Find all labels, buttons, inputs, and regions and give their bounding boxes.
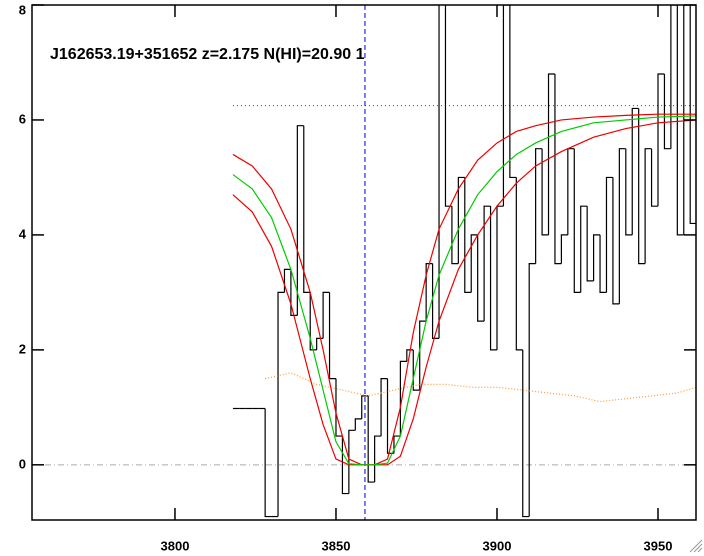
y-tick-label: 2 — [19, 341, 26, 356]
flux-step — [676, 5, 684, 236]
flux-step — [554, 73, 562, 265]
flux-step — [535, 148, 543, 264]
flux-step — [380, 378, 388, 437]
flux-step — [470, 234, 478, 293]
flux-step — [451, 206, 459, 265]
chart-title: J162653.19+351652 z=2.175 N(HI)=20.90 1 — [50, 46, 365, 63]
flux-step — [444, 5, 452, 207]
flux-step — [522, 349, 530, 518]
flux-step — [580, 205, 588, 293]
flux-step — [528, 263, 536, 517]
flux-step — [670, 5, 678, 149]
flux-step — [406, 349, 414, 362]
flux-step — [335, 378, 343, 437]
plot-area — [32, 5, 703, 520]
x-tick-label: 3950 — [644, 538, 673, 553]
flux-step — [650, 148, 659, 207]
flux-step — [419, 320, 427, 391]
flux-step — [573, 148, 581, 293]
y-tick-label: 8 — [19, 2, 26, 17]
flux-step — [560, 234, 568, 264]
axes-frame — [31, 4, 697, 521]
flux-step — [483, 205, 491, 322]
flux-step — [412, 349, 420, 391]
flux-step — [663, 73, 671, 150]
resize-grip — [689, 539, 703, 553]
flux-step — [683, 5, 691, 235]
y-tick-label: 4 — [19, 226, 27, 241]
flux-step — [438, 5, 440, 339]
y-tick-label: 0 — [19, 456, 26, 471]
x-tick-label: 3800 — [161, 538, 190, 553]
flux-step — [502, 5, 510, 207]
flux-step — [605, 176, 613, 293]
flux-step — [586, 206, 594, 282]
flux-step — [689, 5, 696, 225]
flux-step — [277, 291, 285, 517]
flux-step — [567, 148, 575, 235]
flux-step — [612, 177, 620, 305]
flux-step — [599, 234, 607, 293]
flux-step — [303, 125, 311, 293]
flux-step — [477, 234, 485, 322]
flux-step — [393, 435, 401, 454]
flux-step — [290, 269, 298, 316]
flux-step — [399, 360, 407, 437]
fit-line — [232, 119, 696, 466]
fit-line — [232, 113, 696, 466]
flux-step — [328, 292, 336, 380]
flux-step — [322, 291, 330, 339]
flux-step — [367, 395, 375, 483]
fit-line — [232, 115, 696, 466]
flux-step — [431, 263, 440, 339]
x-tick-label: 3850 — [322, 538, 351, 553]
flux-step — [631, 107, 639, 235]
flux-step — [541, 148, 549, 236]
error-line — [265, 372, 696, 403]
flux-step — [547, 73, 555, 235]
flux-step — [464, 177, 472, 293]
flux-step — [264, 408, 272, 518]
flux-step — [618, 148, 626, 304]
flux-step — [496, 205, 504, 350]
flux-step — [644, 148, 652, 264]
x-tick-label: 3900 — [483, 538, 512, 553]
flux-step — [697, 223, 703, 263]
flux-step — [354, 418, 362, 431]
y-tick-label: 6 — [19, 111, 26, 126]
flux-step — [638, 108, 646, 265]
flux-step — [348, 429, 356, 494]
flux-step — [374, 435, 382, 483]
flux-step — [457, 176, 465, 264]
flux-step — [509, 5, 517, 179]
flux-step — [296, 125, 304, 316]
flux-step — [625, 148, 633, 236]
flux-step — [425, 263, 433, 322]
flux-step — [309, 292, 317, 351]
flux-step — [592, 234, 601, 281]
flux-step — [515, 177, 523, 351]
flux-step — [341, 436, 349, 495]
flux-step — [489, 206, 497, 351]
flux-step — [657, 73, 665, 207]
